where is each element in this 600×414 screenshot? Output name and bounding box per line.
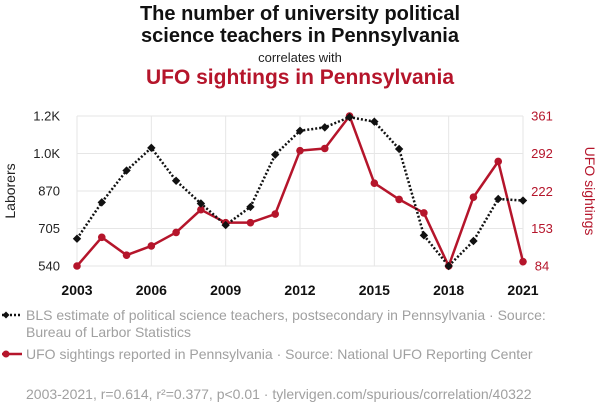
legend-series-2-swatch: [2, 350, 22, 358]
x-tick-label: 2012: [284, 282, 315, 298]
ufo-sightings-point-2017: [420, 209, 428, 217]
teachers-point-2019: [469, 236, 478, 246]
teachers-point-2009: [221, 220, 230, 230]
left-tick-label: 870: [38, 184, 60, 199]
ufo-sightings-point-2016: [395, 195, 403, 204]
right-tick-label: 222: [531, 184, 553, 199]
teachers-point-2018: [444, 261, 453, 271]
ufo-sightings-point-2005: [122, 251, 131, 259]
ufo-sightings-point-2013: [320, 144, 329, 153]
ufo-sightings-point-2008: [197, 205, 205, 214]
right-axis-label: UFO sightings: [582, 147, 598, 236]
teachers-point-2007: [171, 176, 181, 185]
chart-title-connector: correlates with: [258, 50, 342, 65]
teachers-point-2005: [122, 166, 131, 175]
ufo-sightings-point-2010: [246, 218, 255, 227]
ufo-sightings-point-2006: [147, 242, 156, 250]
teachers-point-2012: [295, 126, 305, 135]
left-tick-label: 705: [38, 221, 60, 236]
chart-title-line-3: UFO sightings in Pennsylvania: [145, 66, 455, 89]
legend-series-1-swatch: [2, 311, 22, 319]
teachers-point-2017: [419, 231, 429, 240]
teachers-point-2003: [72, 234, 82, 243]
left-tick-label: 540: [38, 259, 60, 274]
right-tick-label: 84: [535, 259, 549, 274]
teachers-point-2011: [271, 150, 280, 159]
ufo-sightings-point-2020: [494, 157, 503, 166]
x-tick-label: 2003: [61, 282, 92, 298]
teachers-point-2021: [518, 196, 528, 205]
teachers-point-2010: [246, 202, 255, 212]
correlation-stats: 2003-2021, r=0.614, r²=0.377, p<0.01 · t…: [26, 386, 532, 402]
ufo-sightings-point-2019: [469, 193, 478, 202]
teachers-point-2015: [370, 117, 379, 126]
ufo-sightings-point-2004: [97, 233, 106, 242]
left-tick-label: 1.2K: [33, 109, 60, 124]
left-axis-label: Laborers: [2, 163, 18, 218]
teachers-point-2006: [147, 143, 156, 153]
teachers-point-2016: [394, 144, 404, 154]
ufo-sightings-point-2021: [519, 257, 527, 266]
x-tick-label: 2015: [359, 282, 390, 298]
teachers-point-2008: [196, 199, 206, 208]
left-tick-label: 1.0K: [33, 146, 60, 161]
teachers-point-2013: [320, 123, 329, 132]
chart-title-line-2: science teachers in Pennsylvania: [141, 25, 459, 47]
teachers-point-2014: [345, 112, 354, 122]
ufo-sightings-point-2012: [296, 146, 304, 155]
right-tick-label: 153: [531, 221, 553, 236]
ufo-sightings-point-2011: [271, 210, 280, 218]
teachers-point-2020: [494, 194, 503, 204]
right-tick-label: 361: [531, 109, 553, 124]
ufo-sightings-point-2007: [172, 228, 180, 237]
ufo-sightings-point-2015: [370, 179, 379, 187]
legend-series-2-label: UFO sightings reported in Pennsylvania ·…: [26, 346, 533, 362]
x-tick-label: 2018: [433, 282, 464, 298]
teachers-point-2004: [97, 198, 106, 207]
x-tick-label: 2006: [136, 282, 167, 298]
legend-series-1-label: BLS estimate of political science teache…: [26, 307, 546, 340]
chart-title-line-1: The number of university political: [139, 3, 461, 25]
x-tick-label: 2009: [210, 282, 241, 298]
chart-plot: 540 705 870 1.0K 1.2K 84 153 222 292 361 2003 2006 2…: [2, 109, 598, 299]
x-tick-label: 2021: [507, 282, 538, 298]
right-tick-label: 292: [531, 146, 553, 161]
ufo-sightings-point-2003: [73, 262, 81, 270]
